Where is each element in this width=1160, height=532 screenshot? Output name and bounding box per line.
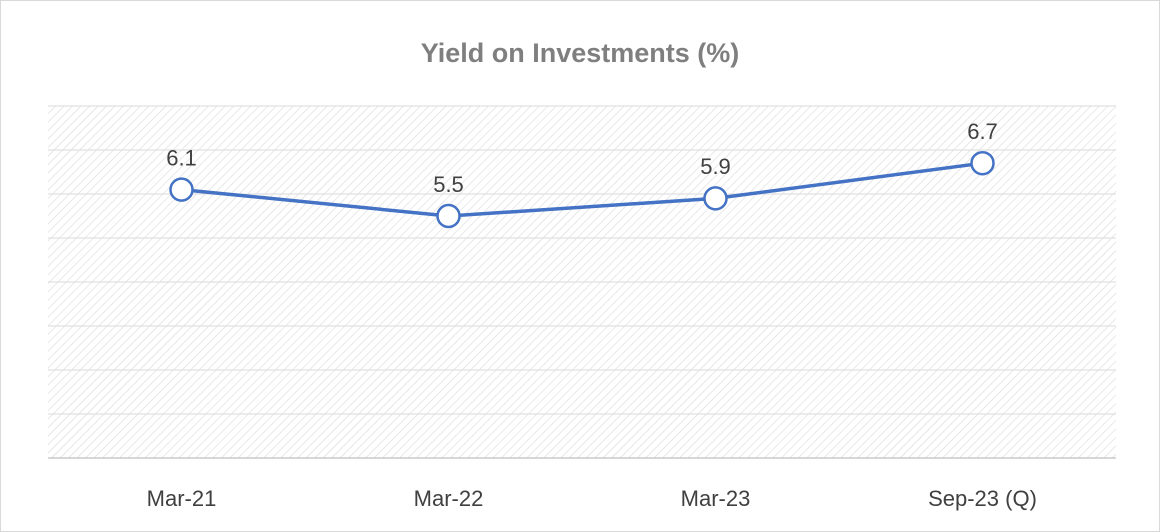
x-tick-label: Sep-23 (Q) (928, 486, 1037, 511)
x-tick-label: Mar-23 (681, 486, 751, 511)
data-label: 6.1 (166, 145, 197, 170)
data-label: 6.7 (967, 119, 998, 144)
marker (703, 186, 728, 211)
data-label: 5.5 (433, 172, 464, 197)
marker (436, 203, 461, 229)
chart-title: Yield on Investments (%) (421, 38, 740, 68)
marker (970, 150, 995, 176)
data-label: 5.9 (700, 154, 731, 179)
x-tick-label: Mar-21 (147, 486, 217, 511)
x-tick-label: Mar-22 (414, 486, 484, 511)
series-line (181, 161, 983, 218)
marker (169, 177, 194, 202)
